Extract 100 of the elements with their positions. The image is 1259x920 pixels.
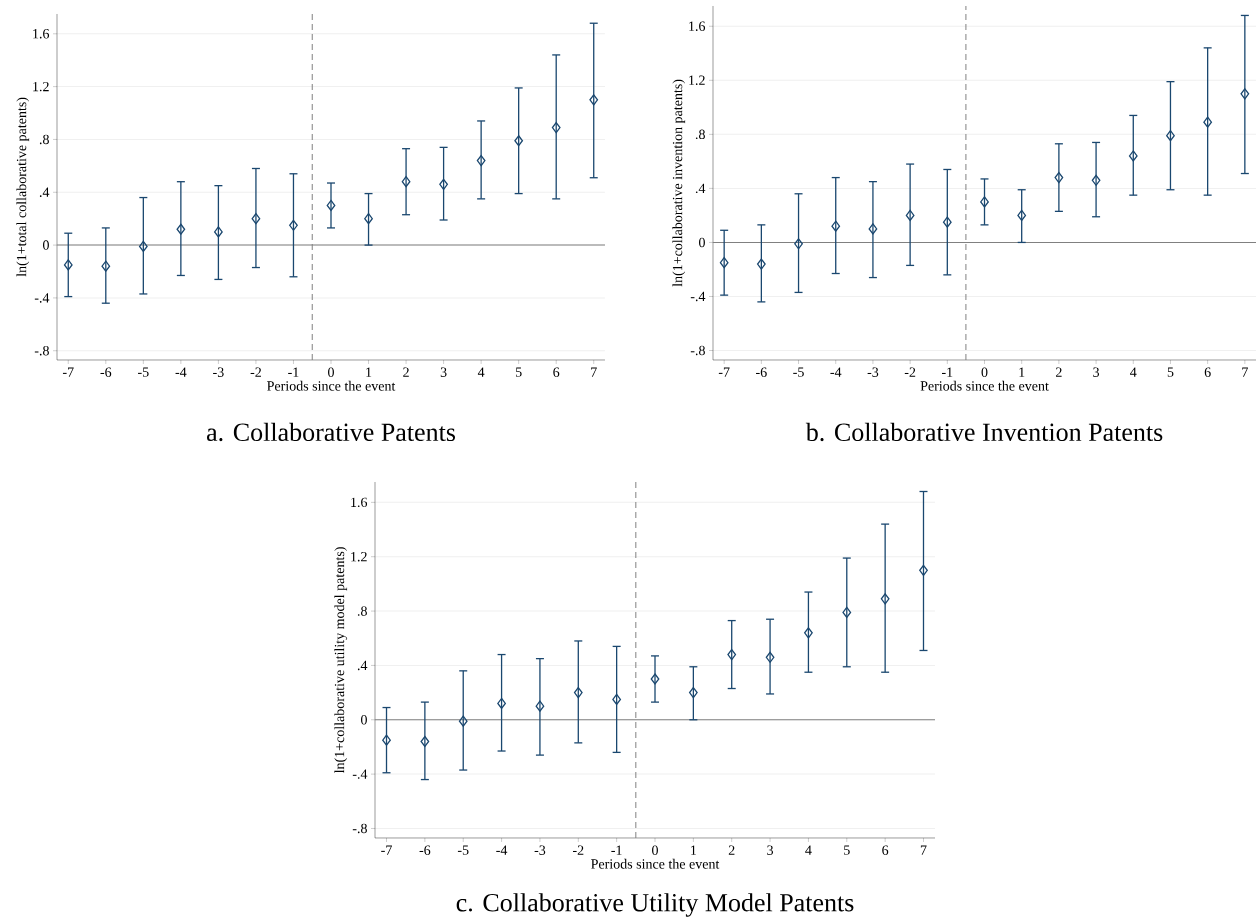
x-tick-label: 7 [1242, 367, 1248, 377]
x-tick-label: 6 [553, 367, 560, 377]
point [842, 606, 852, 619]
x-tick-label: -7 [381, 845, 392, 855]
point [214, 226, 223, 238]
y-tick-label: .4 [695, 183, 706, 194]
x-tick-label: 7 [591, 367, 597, 377]
x-tick-label: 0 [652, 845, 658, 855]
point [420, 735, 430, 748]
point [101, 260, 111, 272]
x-tick-label: -3 [867, 367, 879, 377]
x-tick-label: -5 [793, 367, 804, 377]
x-tick-label: 3 [440, 367, 447, 377]
y-tick-label: -.4 [352, 769, 368, 779]
x-tick-label: -2 [572, 845, 584, 855]
y-axis-title: ln(1+collaborative invention patents) [672, 79, 686, 287]
x-axis-title: Periods since the event [591, 858, 720, 869]
point [551, 121, 561, 134]
y-tick-label: .8 [357, 606, 367, 616]
x-tick-label: 4 [1130, 367, 1137, 377]
point [589, 94, 599, 106]
point [1091, 174, 1101, 186]
point [727, 648, 737, 661]
point [573, 686, 583, 699]
point [688, 686, 698, 699]
point [1128, 150, 1138, 162]
y-tick-label: -.8 [352, 823, 367, 834]
point [612, 693, 622, 706]
y-tick-label: 0 [43, 240, 49, 250]
x-tick-label: 6 [882, 845, 889, 855]
point [439, 178, 448, 190]
x-tick-label: -4 [496, 845, 508, 855]
point [176, 223, 186, 235]
x-tick-label: -6 [756, 367, 767, 377]
point [804, 627, 813, 639]
point [289, 219, 298, 231]
y-tick-label: 1.6 [351, 497, 368, 508]
x-tick-label: -3 [534, 845, 546, 855]
point [1240, 88, 1250, 100]
x-tick-label: 5 [1167, 367, 1174, 377]
y-tick-label: 1.2 [351, 551, 367, 562]
y-tick-label: 1.6 [689, 21, 706, 31]
x-tick-label: -6 [100, 367, 112, 377]
x-tick-label: -1 [288, 367, 299, 377]
point [382, 734, 391, 746]
x-tick-label: -1 [942, 367, 953, 377]
point [756, 258, 766, 270]
point [905, 209, 915, 222]
point [765, 651, 775, 663]
point [476, 154, 486, 167]
x-tick-label: 3 [767, 845, 774, 855]
point [364, 213, 373, 225]
x-tick-label: -5 [457, 845, 469, 855]
y-tick-label: 0 [699, 237, 705, 248]
x-axis-title: Periods since the event [920, 380, 1049, 391]
x-tick-label: 4 [477, 367, 485, 377]
point [794, 238, 803, 250]
x-tick-label: 1 [366, 367, 372, 377]
x-tick-label: 1 [691, 845, 697, 855]
x-tick-label: 0 [981, 367, 988, 377]
x-tick-label: -7 [62, 367, 74, 377]
x-tick-label: -5 [138, 367, 149, 377]
y-tick-label: 1.6 [33, 29, 50, 39]
x-tick-label: -2 [904, 367, 916, 377]
x-tick-label: 0 [328, 367, 334, 377]
point [831, 220, 841, 232]
point [880, 593, 890, 605]
point [1203, 116, 1213, 128]
x-tick-label: -3 [213, 367, 224, 377]
y-tick-label: 0 [361, 715, 367, 725]
y-tick-label: .8 [695, 129, 705, 140]
point [719, 257, 729, 269]
point [650, 673, 660, 685]
y-tick-label: -.8 [34, 345, 49, 356]
point [251, 213, 261, 225]
x-tick-label: 5 [515, 367, 522, 377]
text: b. Collaborative Invention Patents [805, 422, 1163, 442]
x-tick-label: 5 [844, 845, 850, 855]
x-tick-label: 4 [805, 845, 812, 855]
text: a. Collaborative Patents [207, 422, 456, 442]
x-axis-title: Periods since the event [267, 380, 396, 391]
point [919, 564, 928, 576]
point [514, 135, 524, 147]
point [1166, 130, 1175, 142]
y-tick-label: .4 [357, 660, 368, 671]
point [535, 700, 545, 712]
x-tick-label: -1 [611, 845, 622, 855]
point [458, 715, 468, 727]
point [138, 240, 148, 253]
x-tick-label: 2 [1056, 367, 1062, 377]
x-tick-label: -7 [718, 367, 730, 377]
point [63, 259, 73, 271]
x-tick-label: -6 [419, 845, 431, 855]
y-axis-title: ln(1+total collaborative patents) [16, 97, 30, 277]
point [326, 199, 336, 212]
x-tick-label: -2 [250, 367, 261, 377]
y-tick-label: 1.2 [33, 81, 49, 92]
x-tick-label: 3 [1093, 367, 1100, 377]
x-tick-label: 2 [728, 845, 735, 855]
y-tick-label: -.4 [690, 291, 706, 302]
